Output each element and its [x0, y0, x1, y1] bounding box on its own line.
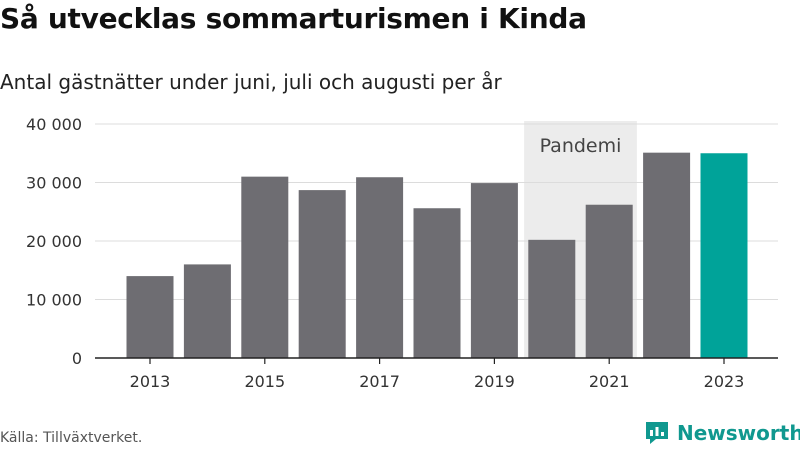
chart-title: Så utvecklas sommarturismen i Kinda [0, 2, 587, 35]
x-tick-label: 2019 [474, 372, 515, 391]
bar-2019 [470, 183, 518, 358]
bar-2021 [585, 204, 633, 358]
bar-2017 [356, 177, 404, 358]
newsworthy-logo-icon [646, 422, 668, 444]
bar-2022 [643, 152, 691, 358]
bar-2020 [528, 239, 576, 358]
bar-2013 [126, 276, 174, 358]
y-tick-label: 20 000 [26, 232, 82, 251]
bar-chart: Pandemi 0 10 000 20 000 30 000 40 000 2013 2015… [26, 115, 778, 391]
y-tick-label: 0 [72, 349, 82, 368]
bar-2015 [241, 176, 289, 358]
x-tick-label: 2015 [244, 372, 285, 391]
x-tick-label: 2023 [704, 372, 745, 391]
y-tick-label: 10 000 [26, 291, 82, 310]
brand-name: Newsworthy [677, 421, 800, 445]
y-tick-label: 40 000 [26, 115, 82, 134]
bar-2014 [183, 264, 231, 358]
x-tick-label: 2013 [130, 372, 171, 391]
brand-logo: Newsworthy [644, 420, 800, 446]
x-tick-label: 2017 [359, 372, 400, 391]
chart-subtitle: Antal gästnätter under juni, juli och au… [0, 70, 502, 94]
bar-2016 [298, 190, 346, 358]
y-tick-label: 30 000 [26, 174, 82, 193]
bar-2023 [700, 153, 748, 358]
x-tick-label: 2021 [589, 372, 630, 391]
bar-2018 [413, 208, 461, 358]
pandemic-label: Pandemi [540, 135, 622, 157]
source-note: Källa: Tillväxtverket. [0, 430, 143, 446]
